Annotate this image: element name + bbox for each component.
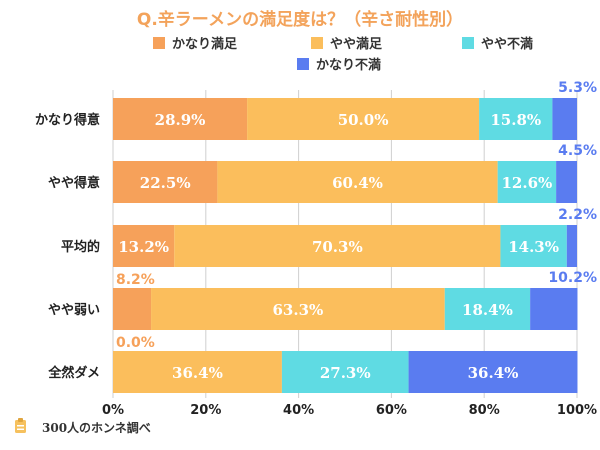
data-label: 27.3% [320,364,371,382]
data-label: 50.0% [338,111,389,129]
bar-segment [408,351,578,393]
bar-segment [566,225,577,267]
category-label: やや得意 [48,175,100,191]
legend-swatch-4 [297,58,309,70]
segment-labels: 28.9% 50.0% 15.8% 5.3% 22.5% 60.4% 12.6% 4.5% 13… [116,80,597,382]
data-label: 0.0% [116,335,155,351]
x-axis-ticks: 0% 20% 40% 60% 80% 100% [102,403,597,418]
category-label: 全然ダメ [47,365,100,381]
bar-segment [281,351,409,393]
footnote: 300人のホンネ調べ [15,418,151,435]
legend-label-4: かなり不満 [316,57,381,73]
legend-label-2: やや満足 [330,36,383,52]
data-label: 4.5% [558,143,597,159]
bar-segment [497,161,557,203]
data-label: 60.4% [332,174,383,192]
bar-segment [151,288,445,330]
chart-title: Q.辛ラーメンの満足度は？（辛さ耐性別） [137,9,463,30]
data-label: 28.9% [155,111,206,129]
bar-segment [444,288,531,330]
category-label: やや弱い [48,302,100,318]
bar-segment [113,351,282,393]
data-label: 63.3% [273,301,324,319]
category-label: 平均的 [61,239,100,255]
bar-segment [113,98,248,140]
bar-segment [247,98,480,140]
data-label: 70.3% [312,238,363,256]
data-label: 10.2% [548,270,597,286]
bar-segment [217,161,498,203]
data-label: 18.4% [462,301,513,319]
data-label: 13.2% [118,238,169,256]
data-label: 5.3% [558,80,597,96]
category-label: かなり得意 [35,112,100,128]
x-tick-label: 0% [102,403,124,418]
data-label: 12.6% [501,174,552,192]
x-tick-label: 100% [557,403,597,418]
x-tick-label: 40% [283,403,314,418]
data-label: 36.4% [468,364,519,382]
bar-segment [500,225,567,267]
bar-segment [113,225,175,267]
data-label: 15.8% [490,111,541,129]
legend-swatch-3 [462,37,474,49]
bar-segment [556,161,577,203]
legend-swatch-2 [311,37,323,49]
x-tick-label: 80% [469,403,500,418]
legend-label-3: やや不満 [481,36,533,52]
bars [113,98,578,393]
data-label: 2.2% [558,207,597,223]
bar-segment [552,98,577,140]
footnote-text: 300人のホンネ調べ [42,420,151,435]
bar-segment [113,288,152,330]
clipboard-icon [15,418,26,433]
data-label: 8.2% [116,272,155,288]
data-label: 14.3% [508,238,559,256]
data-label: 22.5% [140,174,191,192]
bar-segment [113,161,218,203]
x-tick-label: 60% [376,403,407,418]
bar-segment [479,98,553,140]
x-tick-label: 20% [190,403,221,418]
data-label: 36.4% [172,364,223,382]
bar-segment [530,288,578,330]
legend-swatch-1 [153,37,165,49]
bar-segment [174,225,501,267]
legend-label-1: かなり満足 [172,36,238,52]
